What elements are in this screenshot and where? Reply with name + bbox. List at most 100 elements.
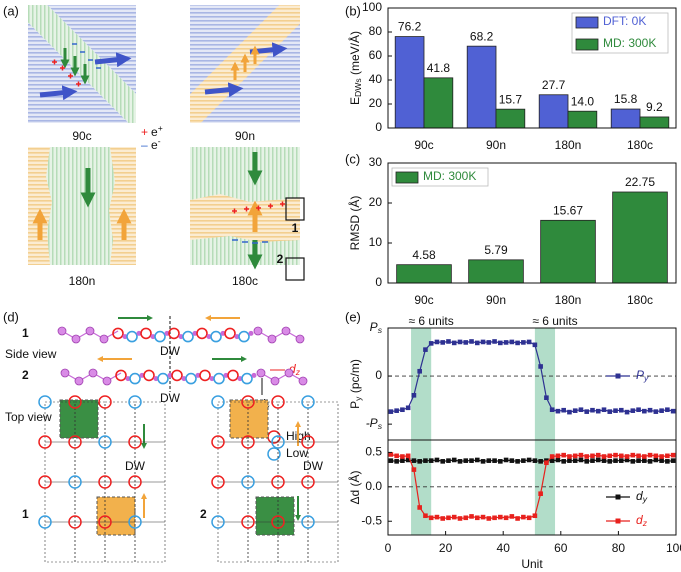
marker: [486, 458, 492, 463]
marker: [555, 457, 561, 463]
marker: [538, 491, 543, 496]
marker: [526, 457, 532, 463]
atom: [154, 330, 166, 343]
y-tick-label: -0.5: [361, 513, 382, 527]
marker: [411, 458, 417, 463]
atom: [301, 475, 315, 489]
marker: [492, 458, 497, 463]
value-label: 9.2: [646, 100, 663, 114]
atom: [227, 369, 239, 382]
marker: [567, 454, 572, 459]
atom: [98, 395, 112, 409]
marker: [388, 409, 394, 414]
atom: [60, 368, 70, 378]
legend-label: Low: [286, 446, 308, 460]
marker: [492, 515, 497, 521]
atom: [301, 515, 315, 529]
marker: [642, 454, 647, 459]
marker: [624, 454, 630, 459]
atom: [301, 435, 315, 449]
legend-label: Py: [636, 368, 649, 383]
marker: [607, 409, 613, 414]
marker: [590, 453, 595, 459]
bar: [466, 45, 497, 129]
marker: [584, 459, 590, 464]
atom: [223, 372, 229, 378]
marker: [446, 458, 451, 463]
y-tick-label: 80: [369, 24, 383, 38]
marker: [440, 340, 446, 345]
atom: [211, 435, 225, 449]
atom: [68, 515, 82, 529]
marker: [498, 459, 503, 464]
marker: [503, 515, 509, 521]
atom: [115, 369, 127, 382]
box-label: 1: [292, 221, 299, 235]
marker: [417, 368, 422, 374]
marker: [411, 467, 417, 472]
marker: [636, 458, 641, 463]
marker: [440, 459, 446, 464]
marker: [590, 458, 595, 463]
atom: [196, 327, 208, 340]
marker: [659, 408, 664, 413]
marker: [618, 407, 624, 413]
y-axis-label: RMSD (Å): [347, 196, 362, 251]
value-label: 27.7: [542, 78, 566, 92]
x-tick-label: 180n: [555, 138, 582, 152]
legend-marker: [615, 494, 621, 500]
panel-label: (c): [345, 151, 360, 166]
y-tick-label: 0: [375, 275, 382, 289]
marker: [670, 458, 676, 463]
marker: [578, 452, 584, 458]
marker: [532, 342, 538, 348]
atom: [271, 435, 285, 449]
row-label: 1: [22, 326, 29, 340]
marker: [498, 340, 503, 346]
marker: [670, 452, 676, 458]
atom: [271, 395, 285, 409]
charge-label: e-: [151, 136, 161, 152]
atom: [150, 334, 156, 340]
marker: [549, 454, 555, 459]
marker: [601, 458, 607, 463]
atom: [68, 395, 82, 409]
atom: [284, 368, 294, 378]
marker: [521, 458, 526, 463]
y-tick-label: 100: [362, 0, 382, 14]
bar: [610, 108, 641, 129]
charge-sign: –: [141, 138, 148, 152]
marker: [394, 459, 399, 464]
cell: [134, 481, 166, 523]
atom: [129, 372, 141, 385]
atom: [248, 330, 254, 336]
annotation: ≈ 6 units: [532, 314, 577, 328]
marker: [451, 457, 457, 463]
value-label: 5.79: [484, 243, 508, 257]
image-180n: [28, 147, 136, 265]
marker: [469, 514, 474, 519]
marker: [561, 407, 566, 413]
marker: [532, 513, 538, 519]
marker: [595, 457, 601, 463]
charge-sign: +: [141, 125, 148, 139]
bar: [423, 77, 454, 129]
panel-label: (a): [3, 3, 19, 18]
image-label: 180c: [232, 274, 258, 288]
atom: [178, 334, 184, 340]
cell: [104, 401, 136, 443]
marker: [474, 515, 480, 521]
marker: [503, 340, 509, 345]
panel-label: (b): [345, 3, 361, 18]
marker: [636, 407, 641, 413]
x-tick-label: 0: [385, 541, 392, 555]
atom: [98, 475, 112, 489]
annotation: ≈ 6 units: [408, 314, 453, 328]
row-label: 2: [22, 368, 29, 382]
marker: [618, 453, 624, 459]
marker: [486, 340, 492, 345]
y-tick-label: 20: [369, 195, 383, 209]
value-label: 41.8: [427, 61, 451, 75]
marker: [451, 514, 457, 520]
marker: [647, 459, 653, 464]
